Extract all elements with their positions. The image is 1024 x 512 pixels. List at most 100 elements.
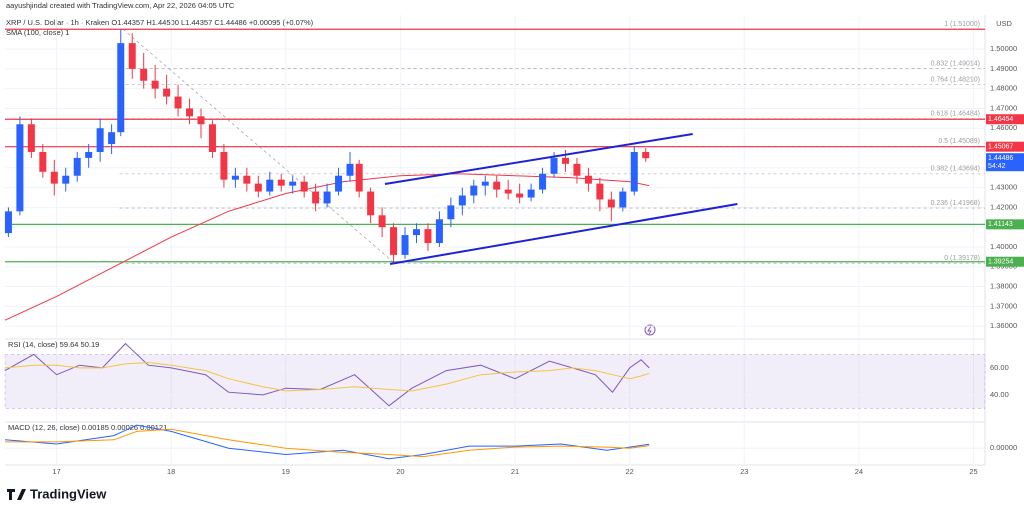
- candle-body: [481, 181, 489, 186]
- candle-body: [231, 175, 239, 180]
- candle-body: [108, 132, 116, 145]
- x-tick-label: 24: [855, 467, 863, 476]
- fib-label: 0.764 (1.48210): [931, 76, 980, 83]
- candle-body: [27, 124, 35, 152]
- candle-body: [85, 151, 93, 158]
- y-tick-label: 1.40000: [990, 242, 1017, 251]
- trendline: [384, 133, 693, 185]
- x-tick-label: 18: [167, 467, 175, 476]
- candle-body: [323, 191, 331, 204]
- logo-text: TradingView: [30, 486, 107, 501]
- candle-body: [50, 171, 58, 184]
- last-price-tag: [986, 153, 1024, 172]
- x-tick-label: 25: [969, 467, 977, 476]
- currency: USD: [996, 19, 1012, 28]
- y-tick-label: 40.00: [990, 390, 1009, 399]
- candle-body: [584, 175, 592, 184]
- candle-body: [220, 151, 228, 180]
- candle-body: [73, 157, 81, 176]
- candle-body: [208, 124, 216, 152]
- candle-body: [447, 205, 455, 220]
- y-tick-label: 1.42000: [990, 202, 1017, 211]
- countdown: 54:42: [988, 163, 1006, 170]
- price-tag-label: 1.45067: [988, 144, 1013, 151]
- price-tag-label: 1.39254: [988, 259, 1013, 266]
- indicator-line: [5, 428, 650, 458]
- x-tick-label: 19: [282, 467, 290, 476]
- price-tag: [986, 141, 1024, 152]
- candle-body: [378, 215, 386, 228]
- candle-body: [174, 96, 182, 109]
- candle-body: [254, 183, 262, 192]
- symbol-legend: XRP / U.S. Dollar · 1h · Kraken O1.44357…: [6, 18, 314, 27]
- candle-body: [312, 191, 320, 204]
- candle-body: [539, 173, 547, 190]
- candle-body: [163, 88, 171, 97]
- candle-body: [412, 229, 420, 236]
- candle-body: [619, 191, 627, 208]
- credit: aayushjindal created with TradingView.co…: [6, 1, 235, 10]
- y-tick-label: 1.49000: [990, 64, 1017, 73]
- pane-legend: RSI (14, close) 59.64 50.19: [8, 340, 99, 349]
- candle-body: [493, 181, 501, 190]
- candle-body: [642, 151, 650, 159]
- y-tick-label: 1.36000: [990, 321, 1017, 330]
- price-tag: [986, 219, 1024, 230]
- candle-body: [367, 191, 375, 216]
- candle-body: [596, 183, 604, 200]
- y-tick-label: 1.38000: [990, 282, 1017, 291]
- candle-body: [140, 68, 148, 81]
- candle-body: [335, 175, 343, 192]
- sma-line: [4, 173, 650, 321]
- fib-label: 0.5 (1.45089): [938, 138, 980, 145]
- candle-body: [128, 43, 136, 69]
- candle-body: [561, 157, 569, 164]
- flash-icon[interactable]: [644, 324, 656, 336]
- candle-body: [4, 211, 12, 234]
- indicator-line: [4, 424, 650, 460]
- candle-body: [435, 219, 443, 244]
- x-tick-label: 20: [396, 467, 404, 476]
- rsi-band: [4, 354, 986, 409]
- candle-body: [300, 181, 308, 192]
- y-tick-label: 1.48000: [990, 84, 1017, 93]
- candle-body: [346, 163, 354, 176]
- candle-body: [390, 227, 398, 255]
- candle-body: [266, 179, 274, 192]
- fib-label: 0.236 (1.41968): [931, 200, 980, 207]
- y-tick-label: 60.00: [990, 363, 1009, 372]
- candle-body: [277, 179, 285, 186]
- fib-label: 0 (1.39178): [944, 255, 980, 262]
- y-tick-label: 1.37000: [990, 301, 1017, 310]
- candle-body: [401, 235, 409, 255]
- pane-legend: MACD (12, 26, close) 0.00185 0.00026 0.0…: [8, 423, 167, 432]
- last-price-label: 1.44486: [988, 155, 1013, 162]
- x-tick-label: 22: [626, 467, 634, 476]
- logo-mark: [7, 489, 26, 500]
- trendline: [389, 203, 738, 265]
- fib-label: 0.382 (1.43694): [931, 166, 980, 173]
- indicator-line: [4, 361, 650, 392]
- sma-legend: SMA (100, close) 1: [6, 28, 69, 37]
- candle-body: [117, 43, 125, 133]
- y-tick-label: 0.00000: [990, 443, 1017, 452]
- candle-body: [186, 108, 194, 117]
- candle-body: [197, 116, 205, 125]
- candle-body: [550, 157, 558, 174]
- y-tick-label: 1.43000: [990, 183, 1017, 192]
- candle-body: [573, 163, 581, 176]
- fib-label: 1 (1.51000): [944, 21, 980, 28]
- x-tick-label: 23: [740, 467, 748, 476]
- flash-icon-bolt: [647, 325, 652, 335]
- candle-body: [16, 124, 24, 212]
- candle-body: [630, 151, 638, 192]
- candle-body: [39, 151, 47, 172]
- y-tick-label: 1.46000: [990, 123, 1017, 132]
- candle-body: [355, 163, 363, 192]
- price-tag: [986, 114, 1024, 125]
- y-tick-label: 1.50000: [990, 44, 1017, 53]
- candle-body: [470, 185, 478, 196]
- y-tick-label: 1.47000: [990, 103, 1017, 112]
